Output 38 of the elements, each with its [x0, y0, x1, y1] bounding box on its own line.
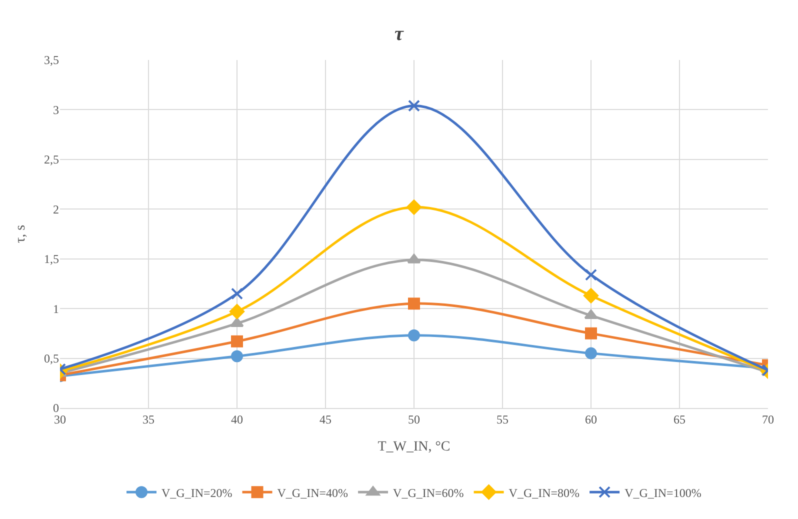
y-tick-label: 2,5	[44, 152, 59, 167]
point	[407, 254, 421, 264]
point	[585, 268, 597, 281]
point	[408, 329, 420, 342]
legend-label: V_G_IN=20%	[162, 486, 232, 500]
point	[408, 298, 420, 310]
x-tick-label: 55	[496, 412, 508, 426]
y-tick-label: 3	[53, 102, 59, 117]
point	[231, 288, 243, 300]
x-tick-label: 40	[231, 412, 243, 426]
point	[585, 347, 597, 360]
point	[406, 200, 422, 215]
point	[230, 304, 244, 320]
y-tick-label: 1,5	[44, 252, 59, 266]
x-tick-label: 60	[585, 412, 597, 426]
x-axis-title: T_W_IN, °C	[378, 440, 450, 455]
y-tick-label: 1	[53, 302, 59, 316]
y-tick-label: 3,5	[44, 53, 59, 68]
x-tick-label: 50	[408, 412, 420, 426]
point	[584, 288, 598, 304]
chart-title: τ	[394, 22, 405, 45]
x-tick-label: 35	[142, 412, 154, 426]
y-axis-title: τ, s	[14, 224, 29, 244]
x-tick-label: 45	[320, 412, 332, 426]
point	[408, 100, 420, 112]
x-tick-label: 65	[674, 412, 686, 426]
point	[231, 335, 243, 348]
y-tick-label: 0,5	[44, 351, 59, 366]
legend-label: V_G_IN=100%	[624, 486, 702, 500]
legend-label: V_G_IN=40%	[277, 486, 348, 500]
point	[584, 310, 598, 320]
point	[230, 317, 244, 327]
legend-label: V_G_IN=80%	[508, 486, 580, 500]
point	[585, 327, 597, 340]
y-tick-label: 2	[53, 202, 59, 216]
x-tick-label: 70	[762, 412, 774, 426]
legend-label: V_G_IN=60%	[393, 486, 464, 500]
point	[231, 350, 243, 362]
